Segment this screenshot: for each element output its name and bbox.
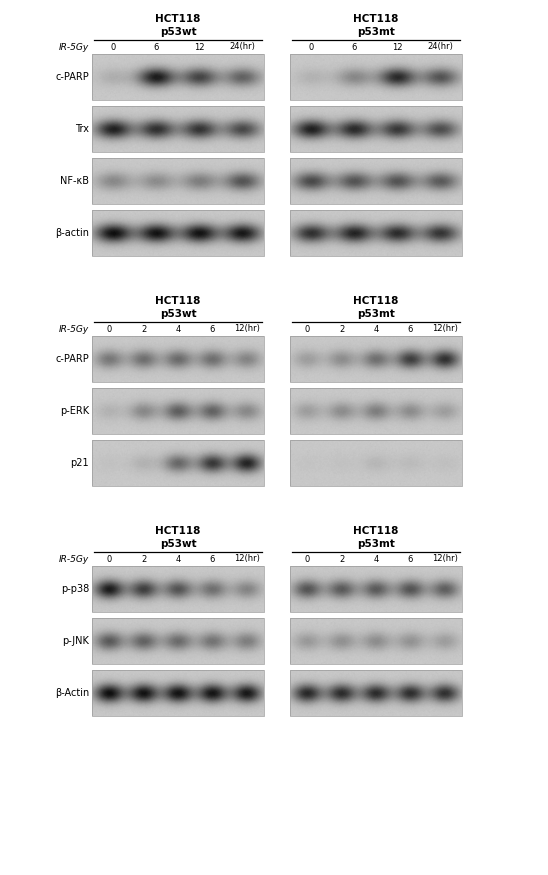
Text: HCT118: HCT118 <box>353 296 399 306</box>
Text: 2: 2 <box>141 325 146 333</box>
Text: 12(hr): 12(hr) <box>432 325 458 333</box>
Text: c-PARP: c-PARP <box>55 354 89 364</box>
Text: 4: 4 <box>373 325 379 333</box>
Text: 0: 0 <box>111 43 116 52</box>
Text: p-ERK: p-ERK <box>60 406 89 416</box>
Bar <box>92 106 264 152</box>
Bar <box>92 618 264 664</box>
Text: p21: p21 <box>70 458 89 468</box>
Text: 2: 2 <box>141 555 146 564</box>
Text: p53wt: p53wt <box>159 309 196 319</box>
Text: IR-5Gy: IR-5Gy <box>59 43 89 52</box>
Text: 12(hr): 12(hr) <box>234 325 260 333</box>
Bar <box>290 210 462 256</box>
Text: HCT118: HCT118 <box>353 14 399 24</box>
Text: HCT118: HCT118 <box>155 14 201 24</box>
Text: 12(hr): 12(hr) <box>432 555 458 564</box>
Text: p53mt: p53mt <box>357 539 395 549</box>
Text: c-PARP: c-PARP <box>55 72 89 82</box>
Text: 6: 6 <box>154 43 159 52</box>
Text: HCT118: HCT118 <box>353 526 399 536</box>
Text: 4: 4 <box>175 325 181 333</box>
Text: 6: 6 <box>210 555 215 564</box>
Text: 0: 0 <box>106 325 112 333</box>
Text: IR-5Gy: IR-5Gy <box>59 555 89 564</box>
Text: p-JNK: p-JNK <box>62 636 89 646</box>
Bar <box>92 388 264 434</box>
Text: NF-κB: NF-κB <box>60 176 89 186</box>
Text: β-Actin: β-Actin <box>55 688 89 698</box>
Text: p53mt: p53mt <box>357 309 395 319</box>
Text: 2: 2 <box>339 325 344 333</box>
Bar <box>290 440 462 486</box>
Text: 24(hr): 24(hr) <box>230 43 255 52</box>
Bar <box>92 336 264 382</box>
Bar <box>92 440 264 486</box>
Text: HCT118: HCT118 <box>155 526 201 536</box>
Bar <box>290 158 462 204</box>
Text: 0: 0 <box>106 555 112 564</box>
Bar <box>92 54 264 100</box>
Text: 12: 12 <box>392 43 403 52</box>
Bar <box>290 54 462 100</box>
Text: 24(hr): 24(hr) <box>427 43 453 52</box>
Text: p53mt: p53mt <box>357 27 395 37</box>
Text: p-p38: p-p38 <box>61 584 89 594</box>
Text: p53wt: p53wt <box>159 539 196 549</box>
Text: β-actin: β-actin <box>55 228 89 238</box>
Text: 12: 12 <box>194 43 205 52</box>
Bar <box>92 566 264 612</box>
Text: 0: 0 <box>305 555 310 564</box>
Text: 0: 0 <box>309 43 314 52</box>
Bar <box>92 210 264 256</box>
Bar <box>290 566 462 612</box>
Text: 6: 6 <box>210 325 215 333</box>
Bar <box>290 670 462 716</box>
Text: 2: 2 <box>339 555 344 564</box>
Text: 6: 6 <box>352 43 357 52</box>
Text: 6: 6 <box>408 325 413 333</box>
Text: 4: 4 <box>373 555 379 564</box>
Text: 12(hr): 12(hr) <box>234 555 260 564</box>
Bar <box>92 158 264 204</box>
Text: 4: 4 <box>175 555 181 564</box>
Bar <box>92 670 264 716</box>
Text: p53wt: p53wt <box>159 27 196 37</box>
Text: Trx: Trx <box>75 124 89 134</box>
Bar <box>290 618 462 664</box>
Text: 0: 0 <box>305 325 310 333</box>
Text: HCT118: HCT118 <box>155 296 201 306</box>
Bar <box>290 106 462 152</box>
Bar <box>290 336 462 382</box>
Text: 6: 6 <box>408 555 413 564</box>
Text: IR-5Gy: IR-5Gy <box>59 325 89 333</box>
Bar <box>290 388 462 434</box>
